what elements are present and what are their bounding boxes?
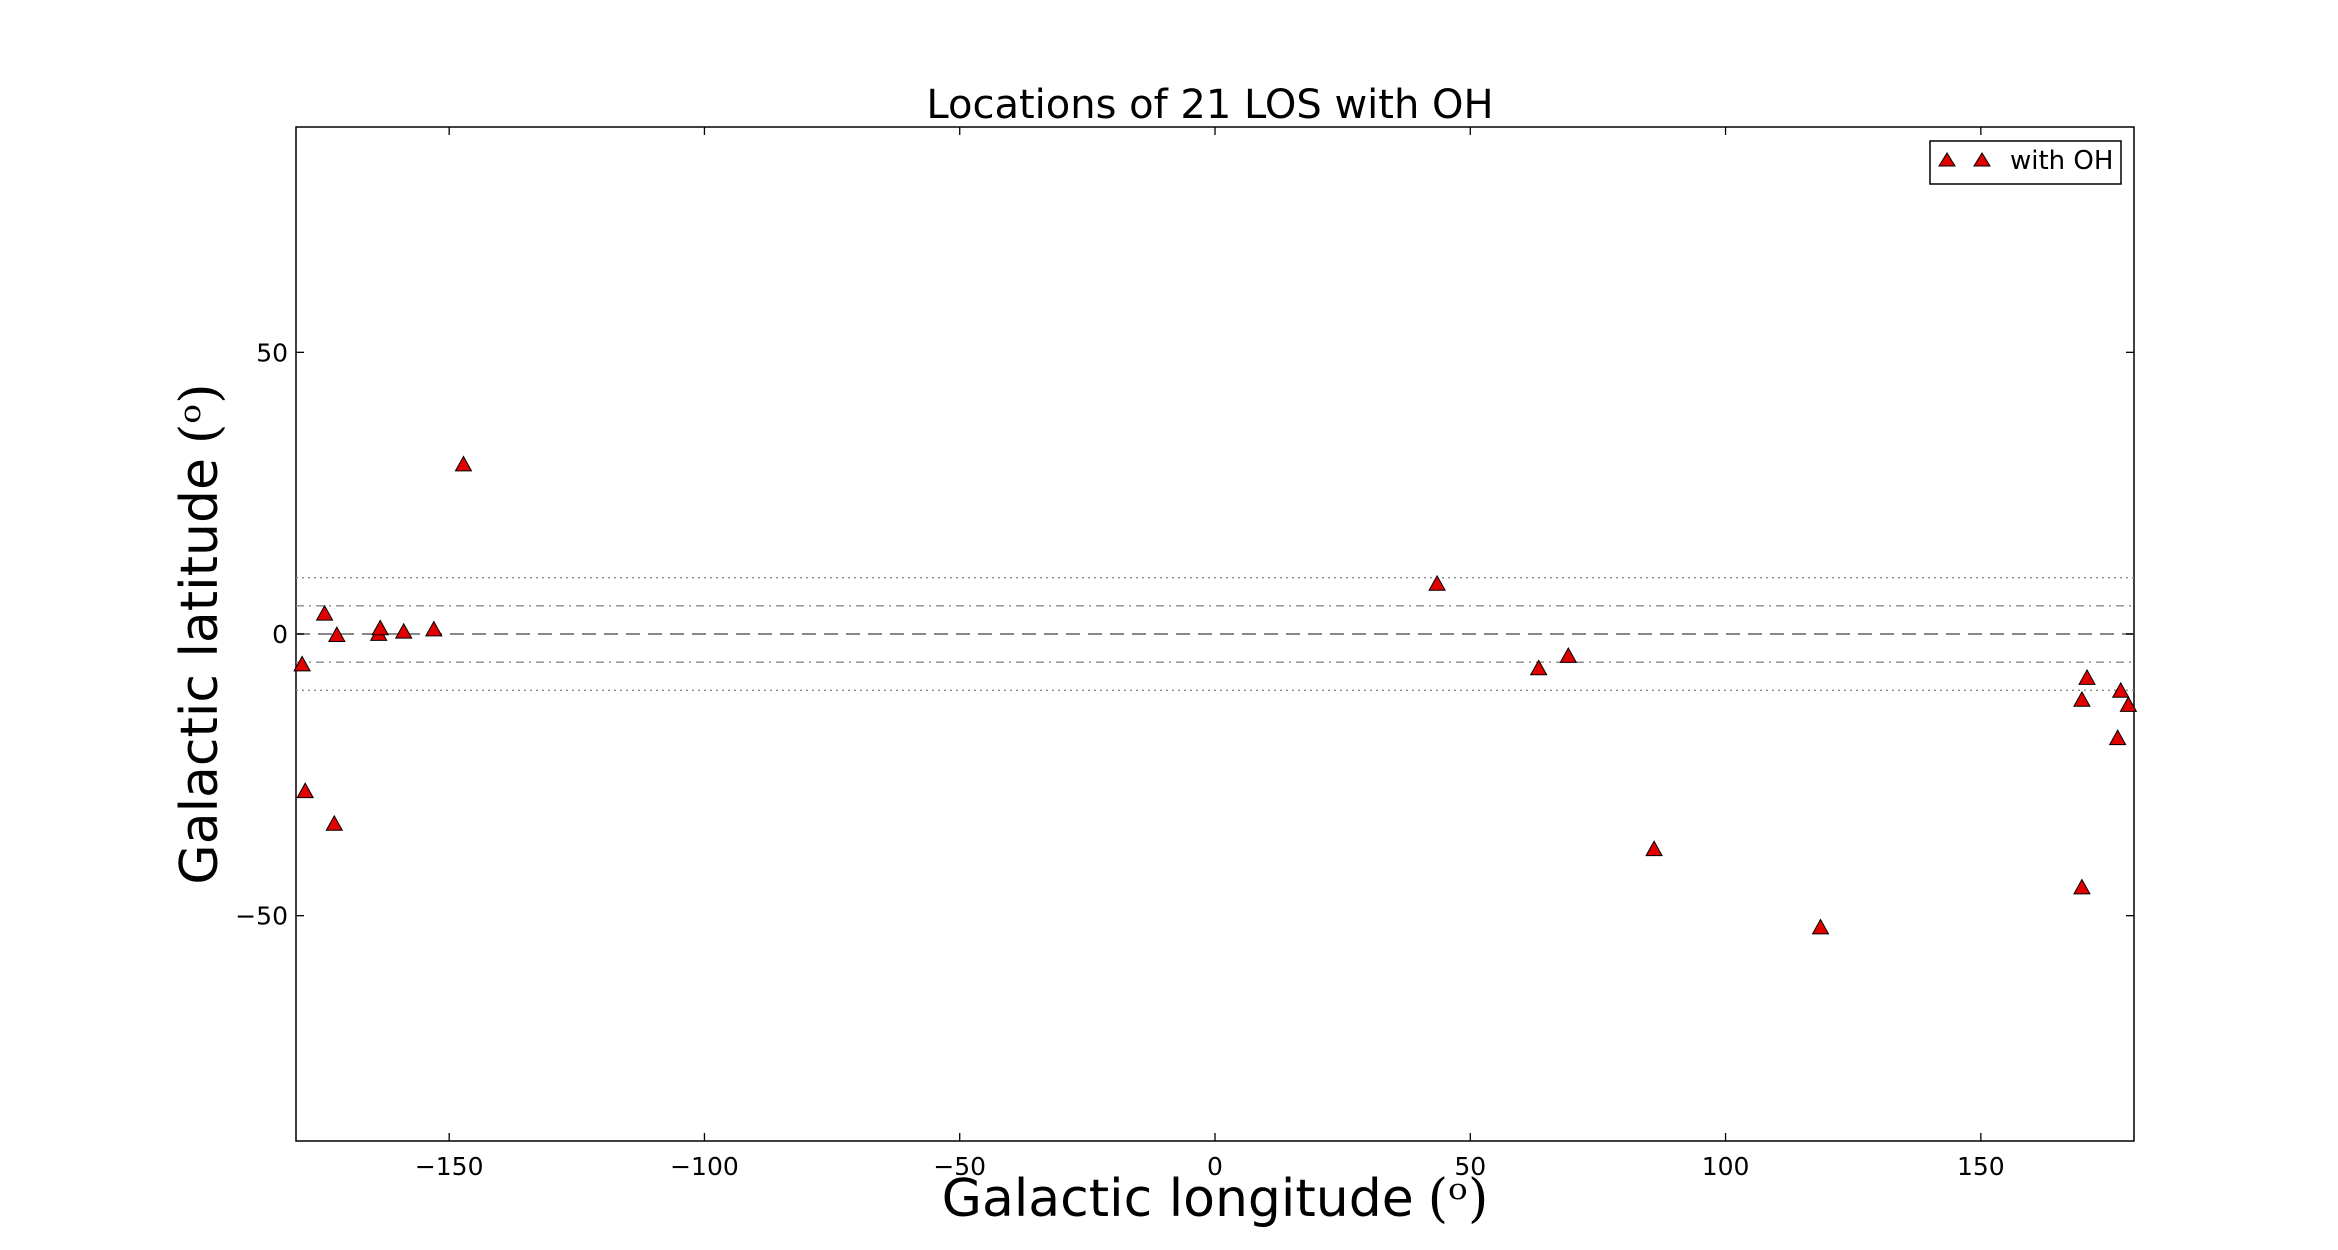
x-tick-label: −150 xyxy=(415,1152,484,1181)
data-point-triangle xyxy=(1428,574,1446,591)
data-points xyxy=(293,455,2138,935)
y-axis-ticks: −50 0 50 xyxy=(235,338,2134,931)
y-tick-label: 50 xyxy=(256,338,288,367)
x-tick-label: 150 xyxy=(1957,1152,2005,1181)
data-point-triangle xyxy=(2119,695,2138,712)
data-point-triangle xyxy=(1529,659,1548,676)
data-point-triangle xyxy=(325,814,344,831)
data-point-triangle xyxy=(2111,681,2130,698)
x-tick-label: 50 xyxy=(1454,1152,1486,1181)
legend-marker-icon xyxy=(1938,152,1956,167)
data-point-triangle xyxy=(454,455,473,472)
data-point-triangle xyxy=(2073,690,2091,707)
legend-label: with OH xyxy=(2010,146,2113,176)
data-point-triangle xyxy=(327,626,346,643)
y-axis-label: Galactic latitude (ᵒ) xyxy=(170,383,230,884)
legend-box xyxy=(1929,140,2122,185)
x-axis-ticks: −150 −100 −50 0 50 100 150 xyxy=(415,127,2005,1181)
x-tick-label: 0 xyxy=(1207,1152,1223,1181)
legend-marker-icon xyxy=(1973,152,1991,167)
x-tick-label: −100 xyxy=(670,1152,739,1181)
x-tick-label: 100 xyxy=(1702,1152,1750,1181)
y-axis-label-text: Galactic latitude xyxy=(170,458,230,885)
data-point-triangle xyxy=(1811,918,1830,935)
data-point-triangle xyxy=(394,622,413,639)
data-point-triangle xyxy=(296,782,315,799)
data-point-triangle xyxy=(315,604,334,621)
reference-lines xyxy=(296,577,2134,691)
x-axis-label-text: Galactic longitude xyxy=(942,1169,1414,1229)
x-axis-label-unit: (ᵒ) xyxy=(1428,1169,1489,1229)
data-point-triangle xyxy=(2073,878,2091,895)
y-axis-label-unit: (ᵒ) xyxy=(170,383,230,444)
data-point-triangle xyxy=(425,620,443,637)
x-tick-label: −50 xyxy=(933,1152,986,1181)
data-point-triangle xyxy=(1645,840,1663,857)
data-point-triangle xyxy=(2078,668,2096,685)
data-point-triangle xyxy=(1559,646,1578,663)
x-axis-label: Galactic longitude (ᵒ) xyxy=(942,1169,1489,1229)
y-tick-label: 0 xyxy=(272,620,288,649)
data-point-triangle xyxy=(371,619,390,636)
y-tick-label: −50 xyxy=(235,902,288,931)
data-point-triangle xyxy=(2108,729,2127,746)
chart-title: Locations of 21 LOS with OH xyxy=(926,82,1493,128)
data-point-triangle xyxy=(293,655,311,672)
legend: with OH xyxy=(1929,140,2122,185)
